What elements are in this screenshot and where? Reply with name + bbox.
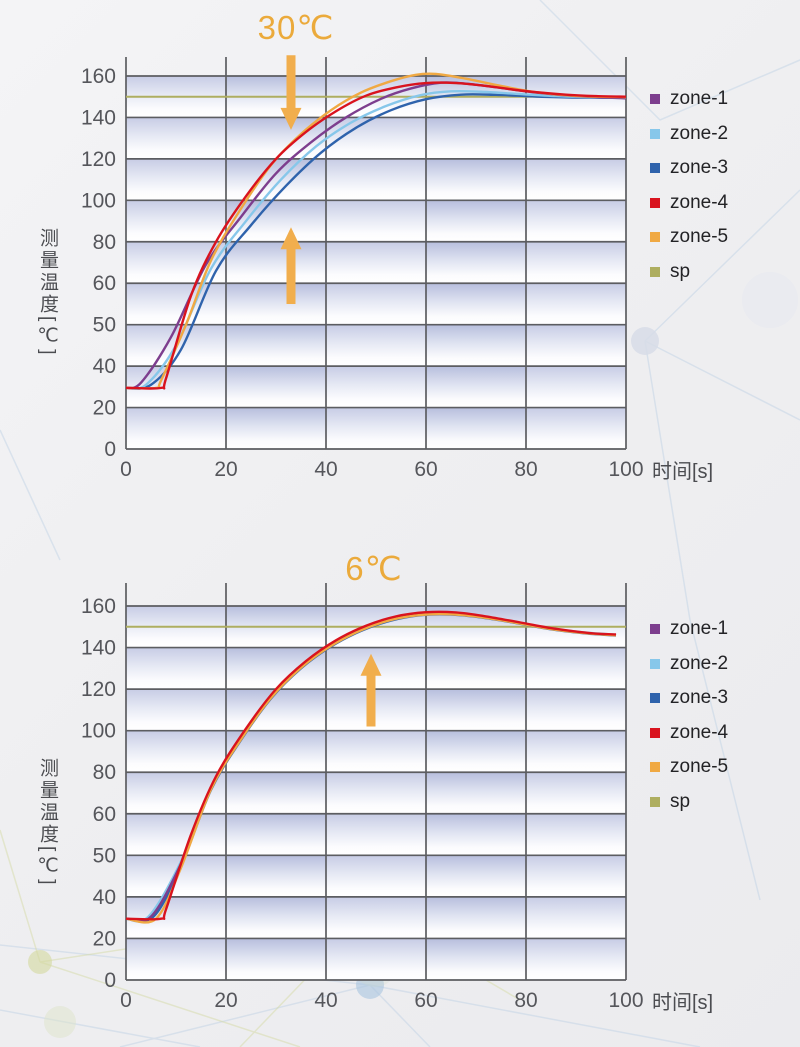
legend-item-zone-4: zone-4 (650, 186, 728, 221)
svg-text:40: 40 (314, 989, 337, 1012)
legend-item-zone-2: zone-2 (650, 647, 728, 682)
svg-text:80: 80 (93, 231, 116, 254)
chart-2-title: 6℃ (345, 550, 403, 587)
svg-text:40: 40 (93, 355, 116, 378)
svg-text:140: 140 (81, 637, 116, 660)
chart-2-plot: 0 20 40 50 60 80 100 120 140 160 0 20 40 60 80 100 (81, 583, 644, 1012)
legend-marker-zone-3 (650, 693, 660, 704)
chart-1-yaxis-label: 测量温度[℃] (37, 228, 58, 358)
legend-item-zone-4: zone-4 (650, 716, 728, 751)
svg-text:20: 20 (93, 927, 116, 950)
svg-text:100: 100 (608, 989, 643, 1012)
svg-text:80: 80 (514, 989, 537, 1012)
svg-text:20: 20 (93, 397, 116, 420)
legend-marker-zone-4 (650, 197, 660, 208)
svg-text:120: 120 (81, 148, 116, 171)
chart-1-legend: zone-1 zone-2 zone-3 zone-4 zone-5 sp (650, 82, 728, 289)
svg-text:0: 0 (120, 989, 132, 1012)
svg-text:40: 40 (314, 458, 337, 481)
svg-text:160: 160 (81, 595, 116, 618)
svg-text:40: 40 (93, 886, 116, 909)
legend-item-zone-5: zone-5 (650, 750, 728, 785)
svg-text:50: 50 (93, 314, 116, 337)
chart-2-legend: zone-1 zone-2 zone-3 zone-4 zone-5 sp (650, 612, 728, 819)
svg-text:100: 100 (81, 189, 116, 212)
chart-1-plot: 0 20 40 50 60 80 100 120 140 160 0 20 40 60 80 100 (81, 55, 644, 481)
svg-text:0: 0 (104, 969, 116, 992)
legend-marker-sp (650, 796, 660, 807)
chart-1-title: 30℃ (257, 9, 335, 46)
legend-item-zone-2: zone-2 (650, 117, 728, 152)
chart-2-yaxis-label: 测量温度[℃] (37, 758, 58, 888)
annotation-arrow-down (280, 55, 302, 130)
legend-item-zone-1: zone-1 (650, 612, 728, 647)
legend-marker-zone-2 (650, 128, 660, 139)
svg-text:60: 60 (414, 989, 437, 1012)
chart-2-xaxis-label: 时间[s] (652, 992, 714, 1014)
legend-marker-zone-4 (650, 727, 660, 738)
svg-text:0: 0 (104, 438, 116, 461)
legend-item-zone-1: zone-1 (650, 82, 728, 117)
annotation-arrow-up (360, 653, 382, 727)
svg-text:60: 60 (93, 803, 116, 826)
svg-text:80: 80 (93, 761, 116, 784)
svg-text:100: 100 (608, 458, 643, 481)
svg-text:120: 120 (81, 678, 116, 701)
legend-item-sp: sp (650, 785, 728, 820)
svg-text:140: 140 (81, 106, 116, 129)
svg-text:0: 0 (120, 458, 132, 481)
svg-text:60: 60 (414, 458, 437, 481)
svg-text:20: 20 (214, 458, 237, 481)
legend-marker-zone-3 (650, 163, 660, 174)
legend-marker-sp (650, 266, 660, 277)
legend-marker-zone-5 (650, 232, 660, 243)
legend-marker-zone-1 (650, 94, 660, 105)
legend-item-sp: sp (650, 255, 728, 290)
legend-marker-zone-2 (650, 658, 660, 669)
svg-text:80: 80 (514, 458, 537, 481)
svg-text:160: 160 (81, 65, 116, 88)
svg-text:100: 100 (81, 720, 116, 743)
svg-text:60: 60 (93, 272, 116, 295)
chart-1-xaxis-label: 时间[s] (652, 461, 714, 483)
annotation-arrow-up (280, 227, 302, 304)
svg-text:50: 50 (93, 844, 116, 867)
legend-item-zone-3: zone-3 (650, 681, 728, 716)
legend-item-zone-5: zone-5 (650, 220, 728, 255)
legend-marker-zone-1 (650, 624, 660, 635)
legend-marker-zone-5 (650, 762, 660, 773)
svg-text:20: 20 (214, 989, 237, 1012)
legend-item-zone-3: zone-3 (650, 151, 728, 186)
